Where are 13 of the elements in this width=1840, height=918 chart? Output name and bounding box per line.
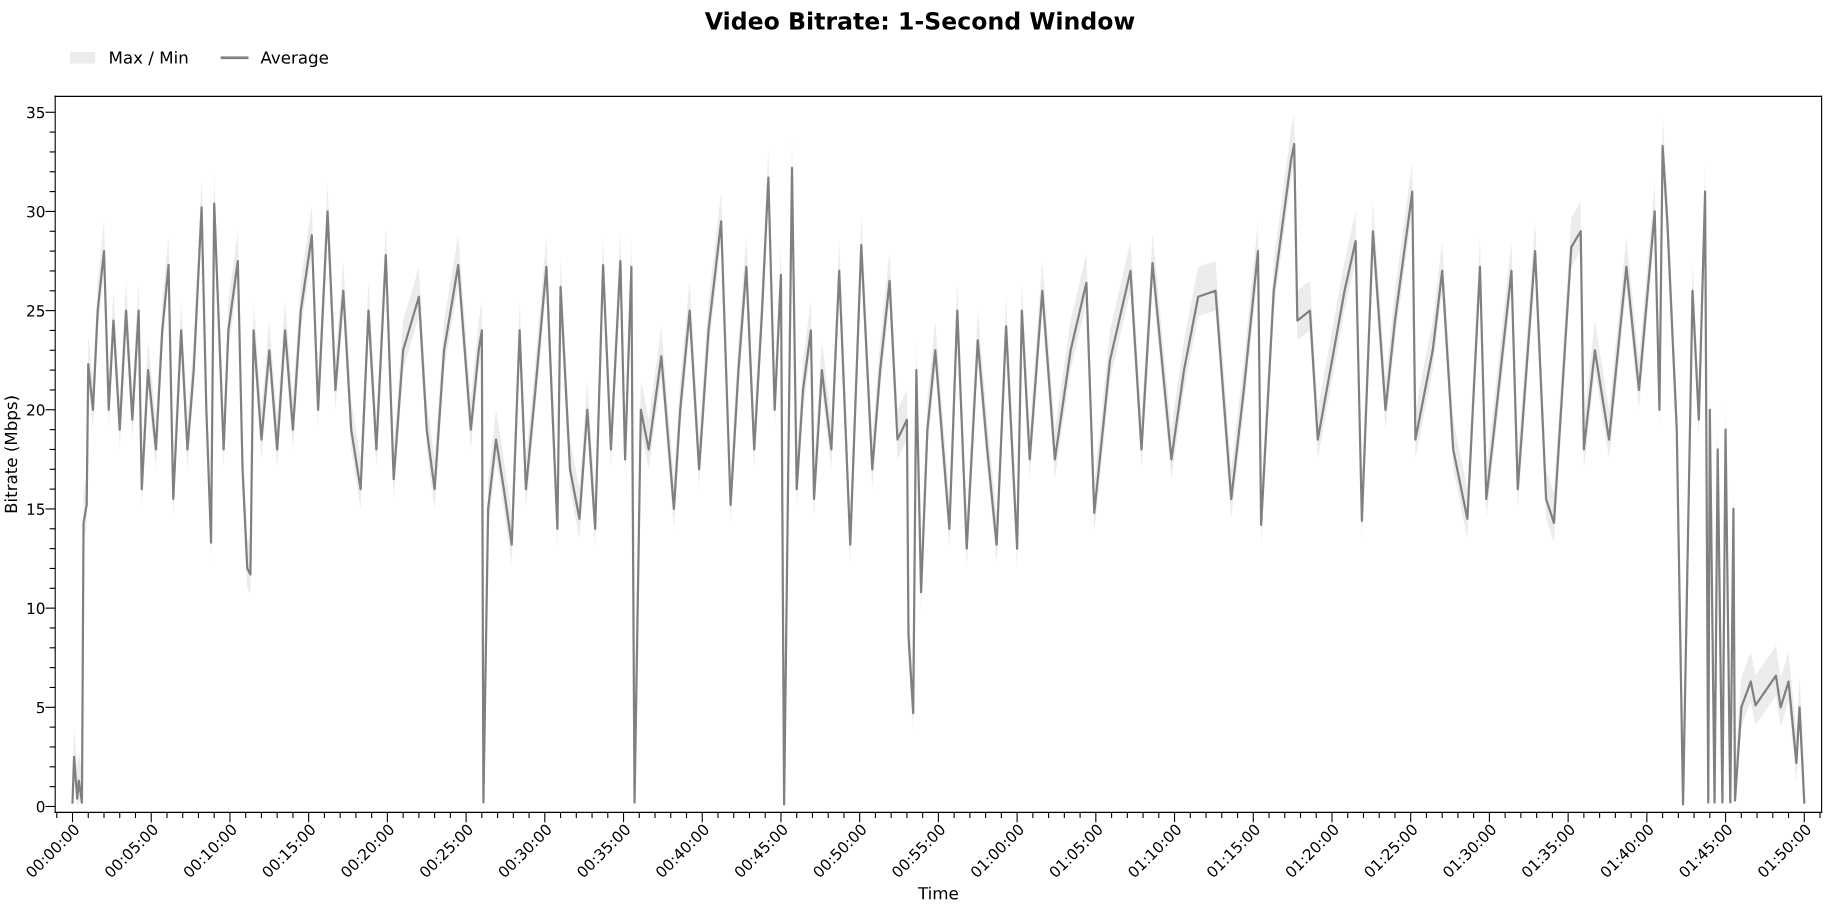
chart-title: Video Bitrate: 1-Second Window [704, 11, 1135, 30]
x-axis-title: Time [917, 886, 958, 900]
y-tick-label: 0 [36, 800, 45, 813]
y-tick-label: 10 [27, 602, 45, 615]
y-tick-label: 15 [27, 503, 45, 515]
y-tick-label: 30 [27, 205, 45, 218]
text: Max / Min [110, 50, 188, 66]
y-tick-label: 5 [36, 701, 45, 714]
y-axis-title: Bitrate (Mbps) [4, 396, 21, 513]
y-tick-label: 35 [27, 106, 45, 119]
legend-label: Average [260, 51, 328, 68]
y-tick-label: 25 [27, 305, 45, 317]
y-tick-label: 20 [27, 404, 45, 416]
